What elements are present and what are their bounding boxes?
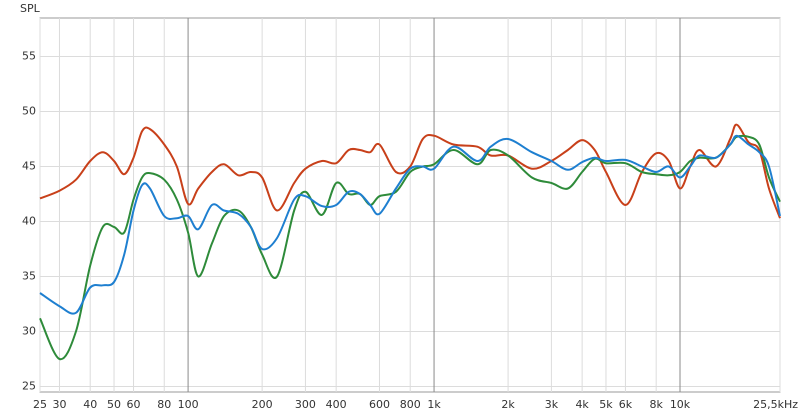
y-tick-label: 45 bbox=[22, 160, 36, 173]
x-tick-label: 300 bbox=[295, 398, 316, 411]
y-axis-label: SPL bbox=[20, 2, 41, 15]
x-tick-label: 1k bbox=[427, 398, 441, 411]
x-tick-label: 8k bbox=[649, 398, 663, 411]
x-tick-label: 600 bbox=[369, 398, 390, 411]
y-tick-label: 50 bbox=[22, 105, 36, 118]
x-tick-label: 5k bbox=[599, 398, 613, 411]
curve bbox=[39, 134, 781, 315]
y-tick-label: 25 bbox=[22, 380, 36, 393]
x-tick-label: 60 bbox=[127, 398, 141, 411]
x-tick-label: 400 bbox=[326, 398, 347, 411]
curve bbox=[39, 123, 781, 219]
y-tick-label: 35 bbox=[22, 270, 36, 283]
y-tick-label: 40 bbox=[22, 215, 36, 228]
x-tick-label: 4k bbox=[575, 398, 589, 411]
x-tick-label: 800 bbox=[400, 398, 421, 411]
x-tick-label: 50 bbox=[107, 398, 121, 411]
x-tick-label: 10k bbox=[670, 398, 691, 411]
x-tick-label: 3k bbox=[545, 398, 559, 411]
y-tick-label: 30 bbox=[22, 325, 36, 338]
x-tick-label: 200 bbox=[252, 398, 273, 411]
x-tick-label: 25,5kHz bbox=[753, 398, 798, 411]
curve bbox=[39, 134, 781, 361]
x-tick-label: 30 bbox=[52, 398, 66, 411]
x-tick-label: 6k bbox=[619, 398, 633, 411]
x-tick-label: 40 bbox=[83, 398, 97, 411]
y-tick-label: 55 bbox=[22, 50, 36, 63]
x-tick-label: 2k bbox=[501, 398, 515, 411]
x-tick-label: 25 bbox=[33, 398, 47, 411]
x-tick-label: 80 bbox=[157, 398, 171, 411]
x-tick-label: 100 bbox=[178, 398, 199, 411]
